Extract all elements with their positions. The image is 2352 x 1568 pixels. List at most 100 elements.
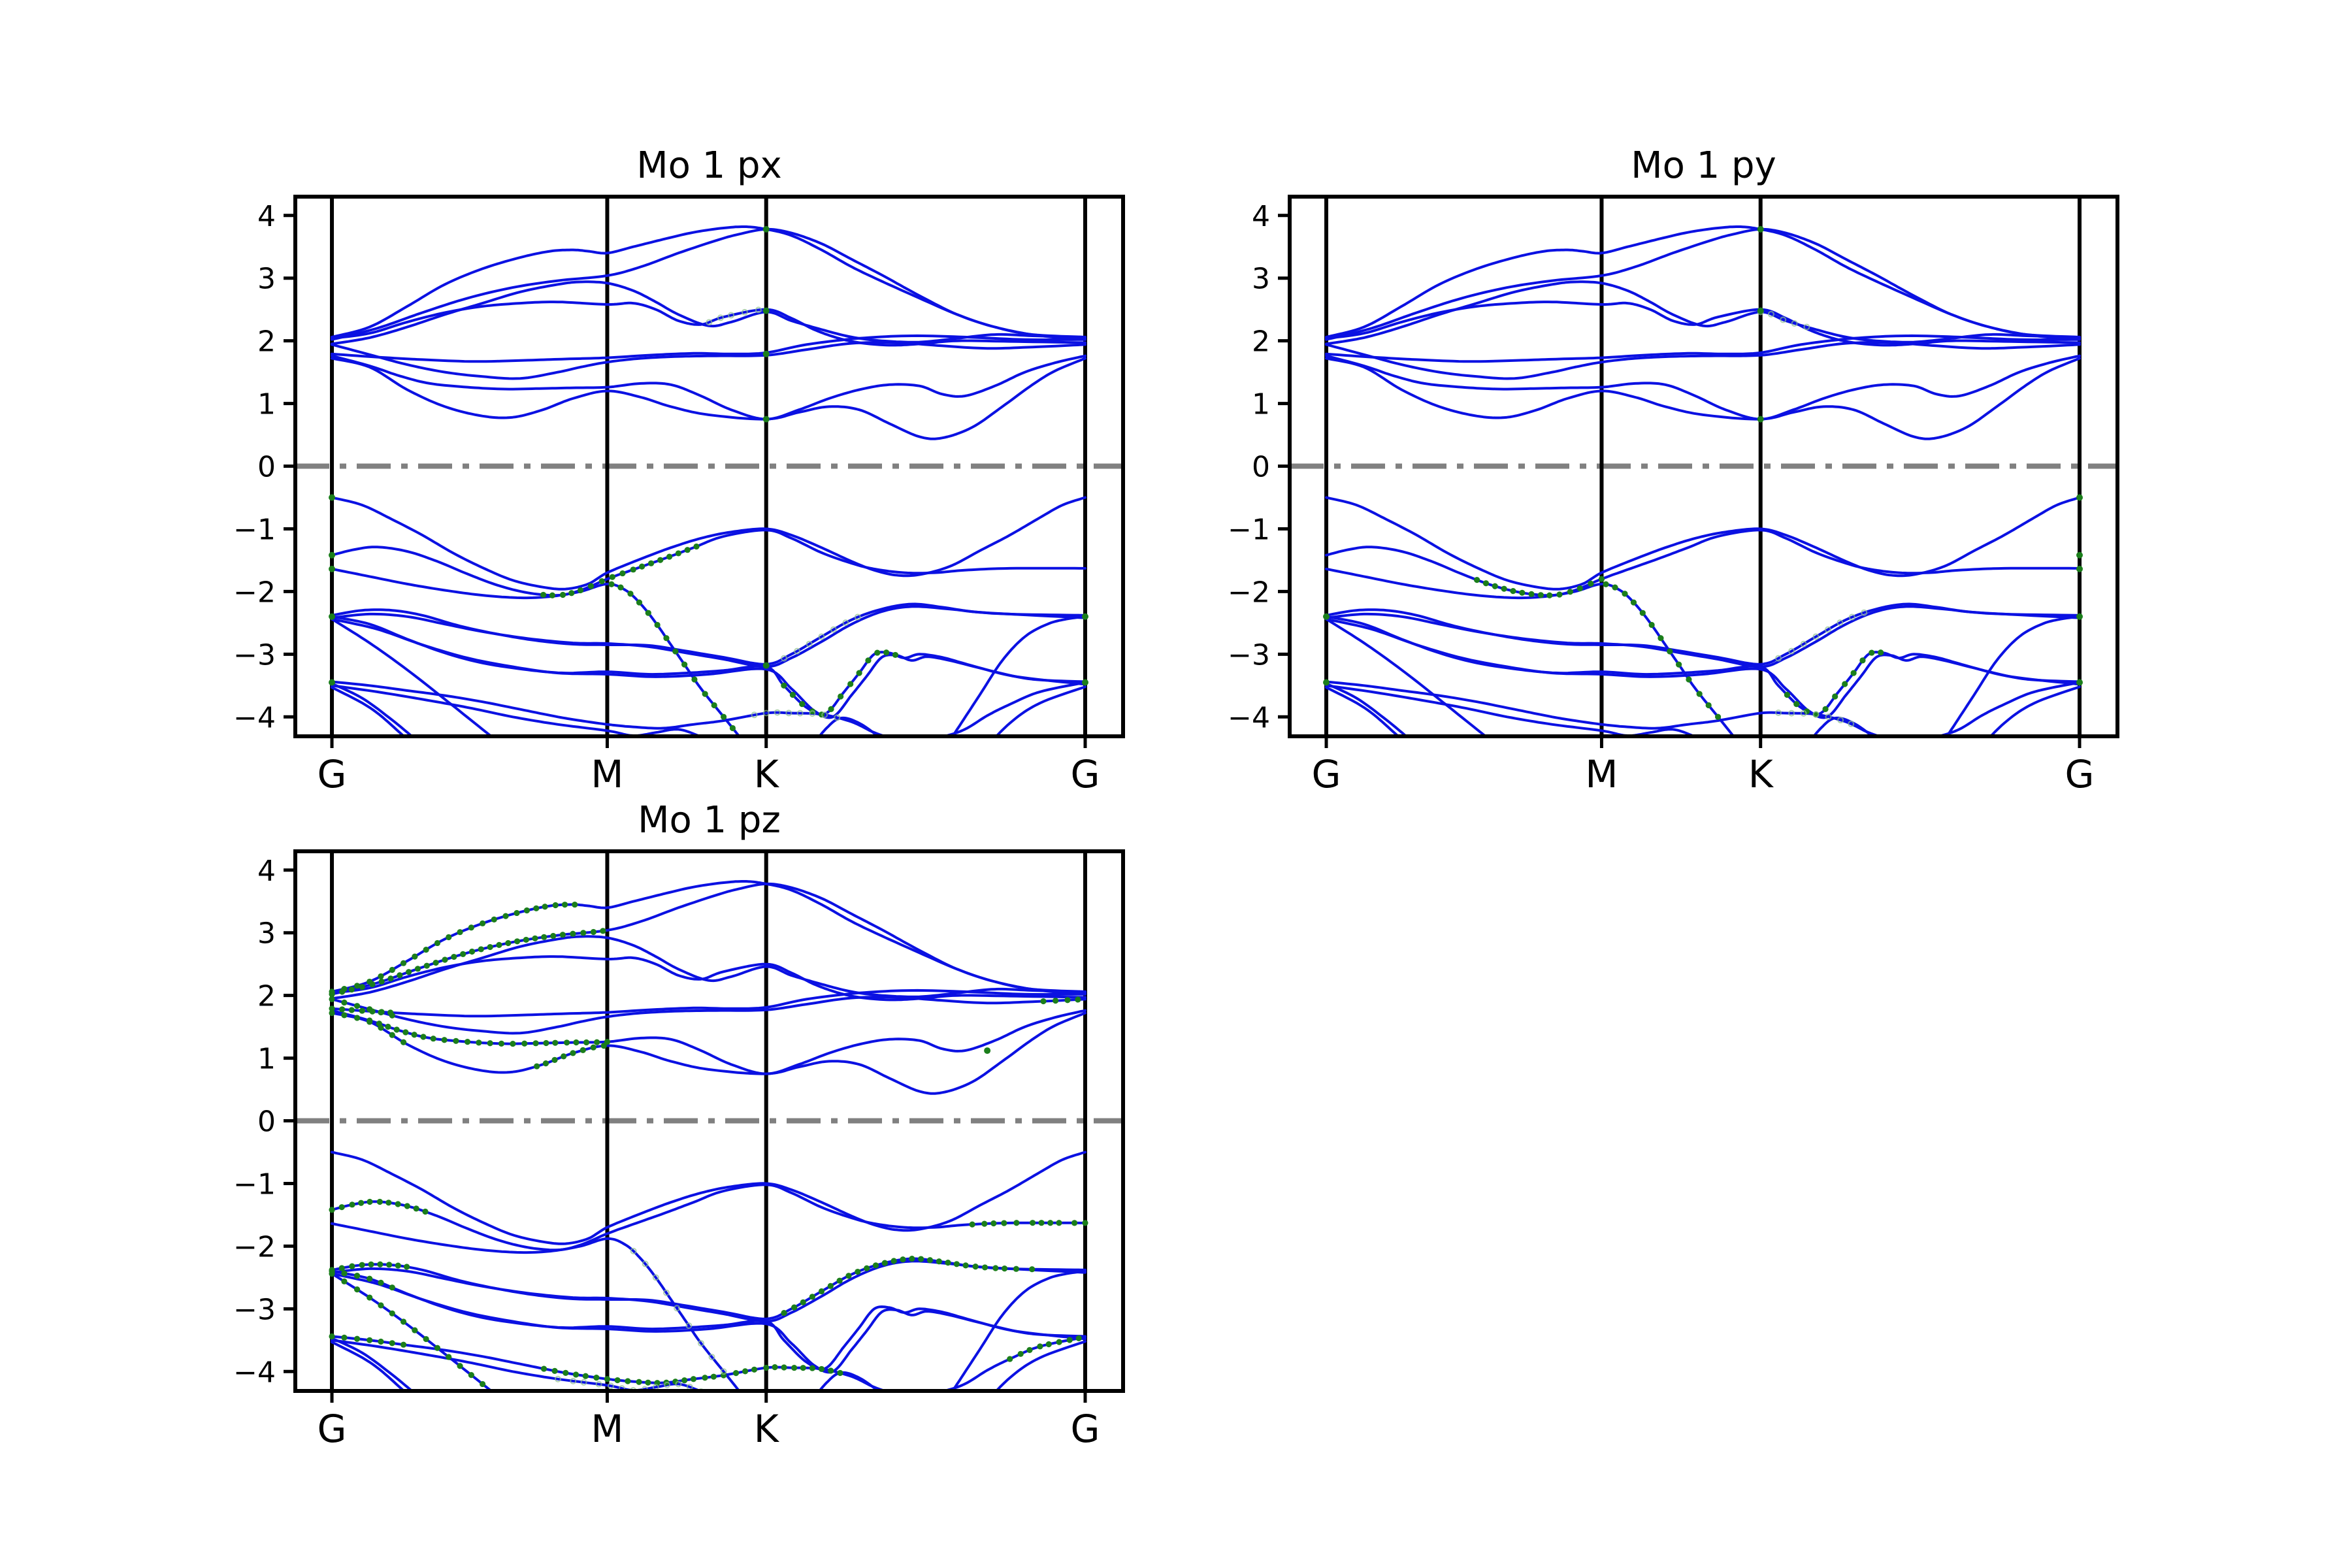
subplot-title: Mo 1 py (1631, 144, 1776, 187)
projection-dot (542, 1060, 549, 1067)
projection-dot (1075, 1335, 1082, 1341)
projection-dot (422, 1208, 429, 1215)
projection-dot (397, 972, 403, 979)
projection-dot (900, 1256, 906, 1263)
projection-dot-faint (1791, 320, 1798, 327)
projection-dot (329, 551, 336, 559)
projection-dot-faint (794, 647, 801, 655)
band-line (331, 341, 1086, 380)
projection-dot (593, 1039, 600, 1045)
projection-dot (378, 1024, 384, 1031)
band-line (331, 1339, 881, 1391)
projection-dot (742, 1368, 749, 1375)
projection-dot (918, 1256, 924, 1262)
projection-dot (570, 930, 576, 937)
x-tick-label: M (1585, 752, 1618, 796)
projection-dot (404, 1264, 410, 1270)
projection-dot (341, 999, 348, 1006)
projection-dot-faint (595, 1380, 602, 1388)
projection-dot (926, 1257, 934, 1264)
projection-dot (772, 1364, 778, 1371)
projection-dot (751, 1366, 758, 1373)
projection-dot (1013, 1266, 1020, 1272)
x-tick-label: G (2065, 752, 2095, 796)
projection-dot (672, 1379, 679, 1385)
projection-dot (413, 1205, 419, 1212)
projection-dot (353, 983, 361, 989)
projection-dot (720, 713, 727, 720)
y-tick-label: 2 (257, 980, 276, 1013)
projection-dot (534, 1063, 540, 1070)
projection-dot (446, 1354, 452, 1360)
projection-dot-faint (1767, 310, 1774, 318)
y-tick-label: −4 (233, 1356, 276, 1389)
projection-dot (874, 649, 881, 656)
projection-dot (2076, 565, 2083, 572)
projection-dot (378, 1302, 384, 1309)
projection-dot (1053, 998, 1059, 1004)
projection-dot (395, 1262, 401, 1269)
band-line (1325, 280, 2081, 346)
projection-dot (406, 969, 412, 975)
projection-dot (684, 547, 691, 553)
y-tick-label: −1 (1228, 513, 1270, 546)
projection-dot (577, 587, 584, 594)
projection-dot (748, 748, 754, 754)
projection-dot (845, 1273, 852, 1279)
projection-dot-faint (662, 1289, 670, 1296)
projection-dot (457, 929, 463, 936)
projection-dot (423, 962, 430, 969)
projection-dot (1040, 998, 1047, 1005)
projection-dot (329, 565, 336, 572)
projection-dot (1603, 581, 1609, 587)
projection-dot (962, 1262, 969, 1269)
projection-dot-faint (1788, 647, 1795, 655)
projection-dot (1859, 657, 1866, 664)
band-line (331, 1335, 1086, 1391)
projection-dot (647, 560, 655, 566)
projection-dot (532, 935, 538, 941)
y-tick-label: −3 (1228, 638, 1270, 672)
projection-dot (1842, 681, 1848, 687)
projection-dot (378, 1009, 385, 1015)
projection-dot (800, 1299, 806, 1305)
projection-dot (433, 959, 439, 966)
projection-dot (353, 1273, 361, 1279)
projection-dot-faint (1803, 323, 1810, 331)
projection-dot (367, 1337, 373, 1343)
band-line (331, 1272, 1086, 1374)
projection-dot (404, 1203, 410, 1209)
projection-dot (791, 1304, 798, 1311)
y-tick-label: 1 (257, 388, 276, 421)
projection-dot-faint (607, 1382, 614, 1390)
projection-dot (1519, 589, 1526, 596)
projection-dot (480, 1380, 486, 1388)
projection-dot (540, 1365, 547, 1372)
projection-dot (2076, 679, 2083, 686)
projection-dot (1066, 1337, 1073, 1343)
projection-dot (505, 939, 512, 947)
projection-dot (883, 649, 890, 656)
band-line (331, 529, 1086, 597)
projection-dot (329, 1009, 335, 1017)
projection-dot-faint (1861, 609, 1868, 616)
subplot-px: −4 −3 −2 −1 0 1 2 3 4 G M K G Mo 1 px (233, 144, 1125, 796)
projection-dot (376, 1198, 383, 1205)
projection-dot (434, 1345, 441, 1351)
y-tick-label: 0 (257, 1105, 276, 1139)
projection-dot (625, 1378, 631, 1384)
projection-dot-faint (685, 1322, 693, 1330)
projection-dot (847, 681, 854, 687)
projection-dot (510, 1040, 516, 1047)
projection-dot (580, 930, 587, 936)
projection-dot-faint (664, 1381, 671, 1388)
projection-dot-faint (1837, 619, 1844, 627)
x-tick-label: G (1071, 752, 1100, 796)
band-line (1989, 685, 2081, 736)
y-tick-label: −2 (1228, 576, 1270, 609)
projection-dot-faint (785, 710, 792, 717)
band-line (1325, 357, 2081, 440)
projection-dot (412, 1327, 418, 1333)
projection-dot (487, 1040, 493, 1047)
